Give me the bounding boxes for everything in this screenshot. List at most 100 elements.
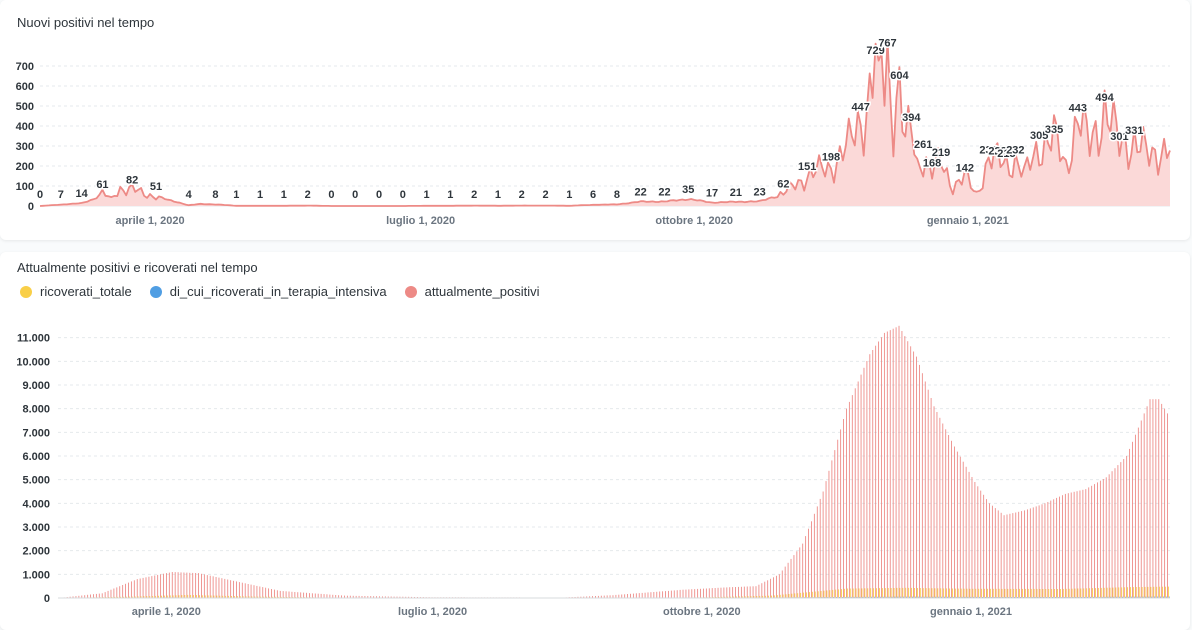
bar [806,592,807,598]
bar [1044,503,1046,598]
bar [771,595,772,598]
bar [931,588,933,598]
bar [954,588,956,598]
bar [203,574,205,598]
data-label: 494 [1095,92,1114,104]
bar [897,596,899,598]
bar [906,596,908,598]
bar [367,596,369,598]
bar [803,592,805,598]
bar [1003,515,1005,598]
bar [858,588,860,598]
bar [843,588,845,598]
bar [697,588,699,598]
y-tick-label: 2.000 [22,546,50,558]
bar [222,595,224,598]
bar [665,591,666,598]
bar [116,587,118,598]
bar [711,588,713,598]
bar [907,341,909,598]
bar [1167,413,1168,598]
bar [280,596,282,598]
bar [157,574,159,598]
bar [1104,596,1106,598]
data-label: 168 [923,157,941,169]
bar [1094,588,1096,598]
bar [126,596,127,598]
bar [720,587,722,598]
bar [832,589,834,598]
bar [922,588,924,598]
bar [364,596,366,598]
legend-dot [149,285,162,298]
y-tick-label: 1.000 [22,569,50,581]
bar [793,555,795,598]
bar [242,596,244,598]
legend-item-terapia-intensiva[interactable]: di_cui_ricoverati_in_terapia_intensiva [149,284,387,299]
bar [1059,589,1061,598]
bar [201,573,202,598]
legend-item-attualmente-positivi[interactable]: attualmente_positivi [404,284,540,299]
bar [104,592,106,598]
legend-item-ricoverati-totale[interactable]: ricoverati_totale [20,284,132,299]
bar [916,356,917,598]
bar [861,588,863,598]
bar [703,588,704,598]
chart-title[interactable]: Nuovi positivi nel tempo [17,15,155,30]
y-tick-label: 4.000 [22,498,50,510]
bar [865,596,867,598]
bar [248,596,250,598]
bar [1033,588,1035,598]
bar [762,595,764,598]
bar [826,590,828,598]
bar [847,596,849,598]
bar [233,596,235,598]
bar [1000,512,1002,598]
bar [1004,588,1006,598]
chart-title[interactable]: Attualmente positivi e ricoverati nel te… [17,260,258,275]
bar [1083,588,1085,598]
bar [910,346,912,598]
bar [376,596,378,598]
bar [859,596,861,598]
bar [911,596,913,598]
bar [905,587,907,598]
bar [117,596,119,598]
bar [1168,596,1170,598]
bar [201,595,203,598]
bar [973,596,975,598]
bar [390,596,392,598]
bar [171,572,173,598]
bar [317,593,319,598]
bar [851,395,853,598]
bar [887,588,889,598]
bar [759,595,761,598]
bar [878,341,880,598]
bar [193,595,195,598]
bar [879,596,881,598]
bar [178,595,180,598]
bar [914,588,915,598]
bar [846,408,847,598]
bar [1111,471,1113,598]
bar [396,596,398,598]
bar [253,585,255,598]
bar [266,596,267,598]
bar [1010,588,1012,598]
bar [196,595,197,598]
data-label: 443 [1069,102,1087,114]
y-tick-label: 700 [16,61,34,73]
bar [271,589,272,598]
bar [589,596,591,598]
bar [951,440,952,598]
bar [1080,588,1082,598]
bar [779,594,781,598]
bar [216,595,218,598]
bar [838,589,840,598]
bar [816,506,818,598]
bar [198,573,199,598]
bar [730,596,732,598]
bar [791,593,793,598]
bar [329,594,331,598]
bar [146,596,148,598]
